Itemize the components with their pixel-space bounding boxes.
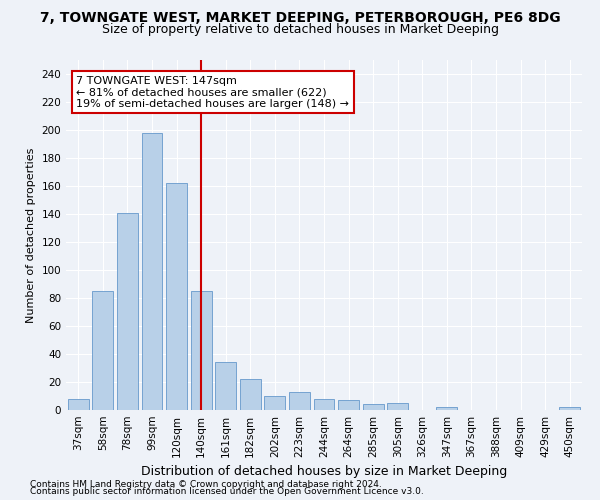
- Bar: [92, 291, 113, 410]
- Bar: [166, 183, 187, 410]
- Bar: [265, 396, 286, 410]
- Bar: [191, 291, 212, 410]
- Bar: [142, 133, 163, 410]
- Bar: [68, 399, 89, 410]
- Bar: [338, 400, 359, 410]
- Text: 7 TOWNGATE WEST: 147sqm
← 81% of detached houses are smaller (622)
19% of semi-d: 7 TOWNGATE WEST: 147sqm ← 81% of detache…: [76, 76, 349, 109]
- Bar: [559, 407, 580, 410]
- X-axis label: Distribution of detached houses by size in Market Deeping: Distribution of detached houses by size …: [141, 466, 507, 478]
- Bar: [362, 404, 383, 410]
- Bar: [215, 362, 236, 410]
- Bar: [240, 379, 261, 410]
- Text: Size of property relative to detached houses in Market Deeping: Size of property relative to detached ho…: [101, 22, 499, 36]
- Bar: [314, 399, 334, 410]
- Text: Contains public sector information licensed under the Open Government Licence v3: Contains public sector information licen…: [30, 487, 424, 496]
- Bar: [289, 392, 310, 410]
- Bar: [117, 212, 138, 410]
- Bar: [387, 403, 408, 410]
- Text: 7, TOWNGATE WEST, MARKET DEEPING, PETERBOROUGH, PE6 8DG: 7, TOWNGATE WEST, MARKET DEEPING, PETERB…: [40, 11, 560, 25]
- Bar: [436, 407, 457, 410]
- Y-axis label: Number of detached properties: Number of detached properties: [26, 148, 36, 322]
- Text: Contains HM Land Registry data © Crown copyright and database right 2024.: Contains HM Land Registry data © Crown c…: [30, 480, 382, 489]
